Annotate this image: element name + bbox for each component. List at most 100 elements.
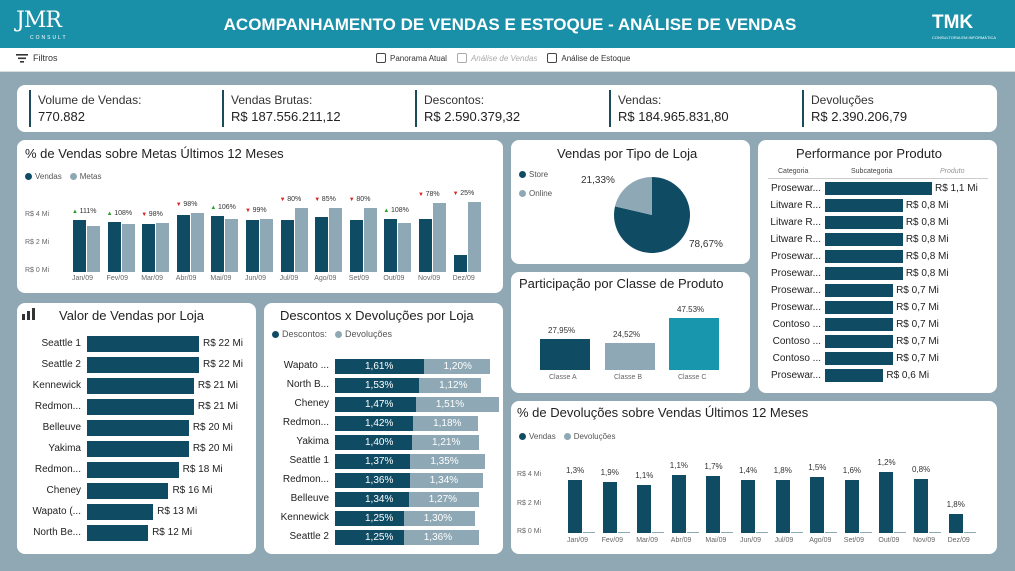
store-label: Kennewick [280, 512, 329, 523]
tab-analise-estoque[interactable]: Análise de Estoque [547, 53, 630, 63]
store-icon [456, 53, 467, 63]
product-label: Contoso ... [772, 336, 821, 347]
store-label: Redmon... [282, 474, 329, 485]
pct-label: ▲ 108% [106, 209, 133, 217]
product-label: Prosewar... [770, 268, 821, 279]
product-bar [825, 233, 903, 246]
tab-label: Análise de Estoque [561, 53, 631, 63]
kpi-vendas: Vendas: R$ 184.965.831,80 [609, 90, 729, 127]
x-tick-label: Mar/09 [141, 275, 163, 282]
store-bar [87, 420, 189, 436]
descontos-bar [335, 435, 412, 450]
header-subcategoria[interactable]: Subcategoria [851, 168, 893, 175]
x-tick-label: Mai/09 [210, 275, 232, 282]
value-label: R$ 13 Mi [157, 506, 198, 517]
descontos-value: 1,25% [365, 513, 394, 524]
inventory-icon [547, 53, 558, 63]
product-bar [825, 352, 894, 365]
y-tick-label: R$ 2 Mi [25, 239, 50, 246]
pct-label: 1,5% [808, 463, 827, 473]
product-value: R$ 0,6 Mi [886, 370, 930, 381]
product-label: Prosewar... [770, 183, 821, 194]
store-bar [87, 483, 169, 499]
devolucoes-value: 1,27% [428, 494, 458, 505]
store-label: North B... [286, 379, 329, 390]
value-label: R$ 20 Mi [192, 422, 233, 433]
y-tick-label: R$ 4 Mi [517, 471, 542, 478]
vendas-bar [810, 477, 825, 533]
chart-legend: Vendas Metas [25, 172, 102, 181]
pct-label: 1,6% [842, 466, 862, 476]
x-tick-label: Ago/09 [314, 275, 337, 282]
pie-chart [614, 177, 690, 253]
descontos-value: 1,61% [365, 361, 394, 372]
vendas-bar [844, 480, 859, 533]
pct-label: ▼ 85% [314, 195, 336, 203]
product-bar [825, 335, 894, 348]
store-bar [87, 441, 189, 457]
devolucoes-value: 1,21% [432, 437, 461, 448]
vendas-bar [453, 255, 467, 272]
vendas-bar [246, 220, 259, 272]
descontos-bar [335, 378, 420, 393]
kpi-value: R$ 184.965.831,80 [618, 109, 729, 124]
pct-label: ▲ 106% [210, 204, 236, 211]
class-label: Classe A [549, 374, 577, 381]
x-tick-label: Jun/09 [740, 537, 762, 544]
chart-title: Vendas por Tipo de Loja [557, 146, 698, 161]
filters-button[interactable]: Filtros [16, 53, 58, 63]
product-bar [825, 301, 894, 314]
page-navigation: Panorama Atual Análise de Vendas Análise… [376, 53, 630, 63]
product-label: Prosewar... [770, 251, 821, 262]
pct-label: ▼ 98% [175, 201, 198, 209]
metas-bar [87, 225, 100, 272]
descontos-value: 1,25% [365, 532, 394, 543]
x-tick-label: Mai/09 [705, 537, 727, 544]
store-label: North Be... [33, 527, 81, 538]
value-label: R$ 21 Mi [197, 401, 238, 412]
product-value: R$ 1,1 Mi [935, 183, 978, 194]
header-produto[interactable]: Produto [940, 168, 965, 175]
store-label: Wapato (... [32, 506, 81, 517]
chart-title: Descontos x Devoluções por Loja [280, 308, 474, 323]
pie-slice-online[interactable] [615, 177, 652, 215]
x-tick-label: Dez/09 [452, 275, 475, 282]
pct-label: 1,1% [669, 460, 689, 470]
metas-bar [294, 207, 308, 272]
product-bar [825, 250, 903, 263]
vendas-bar [176, 214, 190, 272]
metas-bar [363, 207, 377, 272]
vendas-bar [384, 218, 398, 272]
vendas-bar [741, 480, 755, 533]
x-tick-label: Dez/09 [947, 537, 970, 544]
tmk-logo-sub: CONSULTORIA EM INFORMÁTICA [932, 35, 997, 40]
product-value: R$ 0,8 Mi [905, 234, 949, 245]
descontos-bar [335, 397, 416, 412]
product-label: Prosewar... [770, 370, 821, 381]
descontos-value: 1,36% [365, 475, 394, 486]
kpi-label: Descontos: [424, 93, 485, 107]
header-categoria[interactable]: Categoria [778, 168, 809, 175]
store-pct-label: 78,67% [689, 239, 723, 250]
chart-title: Performance por Produto [796, 146, 942, 161]
metas-bar [260, 218, 273, 272]
toolbar: Filtros Panorama Atual Análise de Vendas… [0, 48, 1015, 72]
pct-label: 1,3% [566, 466, 585, 476]
tab-panorama-atual[interactable]: Panorama Atual [376, 53, 447, 63]
online-pct-label: 21,33% [581, 175, 615, 186]
devolucoes-value: 1,20% [443, 361, 472, 372]
class-bar [540, 339, 590, 370]
product-value: R$ 0,7 Mi [896, 285, 939, 296]
store-label: Yakima [48, 443, 81, 454]
pct-label: ▲ 111% [72, 208, 97, 216]
store-label: Yakima [296, 436, 329, 447]
tab-analise-vendas[interactable]: Análise de Vendas [456, 53, 537, 63]
legend-metas: Metas [69, 172, 102, 181]
devolucoes-value: 1,51% [435, 399, 465, 410]
vendas-bar [671, 474, 686, 533]
descontos-value: 1,42% [365, 418, 394, 429]
devolucoes-bar [403, 530, 479, 545]
product-bar [825, 199, 903, 212]
pct-label: ▼ 99% [245, 206, 267, 214]
descontos-value: 1,40% [365, 437, 394, 448]
